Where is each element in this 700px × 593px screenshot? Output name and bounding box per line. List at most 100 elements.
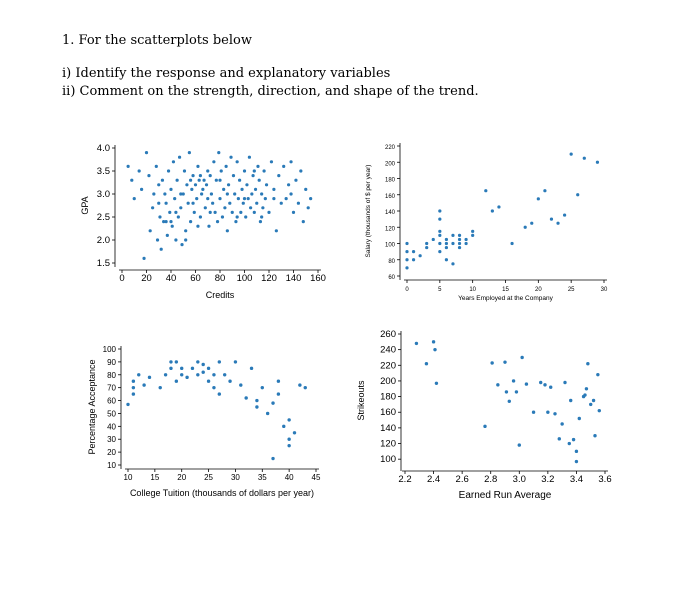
gpa-credits-y-tick-label: 2.0 <box>97 235 110 246</box>
gpa-credits-point <box>306 206 310 210</box>
acceptance-tuition-point <box>244 396 248 400</box>
strikeouts-era-y-tick-label: 140 <box>380 423 396 434</box>
acceptance-tuition-point <box>298 383 302 387</box>
acceptance-tuition-point <box>169 360 173 364</box>
salary-years-point <box>438 209 442 213</box>
gpa-credits-point <box>251 174 255 178</box>
strikeouts-era-x-tick-label: 3.6 <box>598 474 611 485</box>
strikeouts-era-point <box>560 422 564 426</box>
strikeouts-era-x-tick-label: 2.2 <box>398 474 411 485</box>
strikeouts-era-point <box>574 449 579 454</box>
gpa-credits-point <box>240 187 244 191</box>
strikeouts-era-point <box>496 383 500 387</box>
strikeouts-era-point <box>490 361 494 365</box>
salary-years-x-tick-label: 25 <box>568 287 575 293</box>
acceptance-tuition-point <box>217 360 222 364</box>
gpa-credits-point <box>164 220 168 224</box>
acceptance-tuition-point <box>131 385 136 390</box>
salary-years-point <box>425 245 429 250</box>
acceptance-tuition-y-tick-label: 50 <box>107 409 116 418</box>
gpa-credits-y-tick-label: 2.5 <box>97 212 110 223</box>
salary-years-y-label: Salary (thousands of $ per year) <box>365 165 372 258</box>
gpa-credits-point <box>159 247 163 251</box>
gpa-credits-point <box>208 174 212 178</box>
acceptance-tuition-y-tick-label: 90 <box>107 358 116 367</box>
gpa-credits-point <box>158 215 162 219</box>
gpa-credits-point <box>257 178 261 182</box>
gpa-credits-point <box>157 201 161 205</box>
acceptance-tuition-point <box>239 383 243 387</box>
acceptance-tuition-point <box>206 366 211 371</box>
gpa-credits-point <box>219 169 223 173</box>
acceptance-tuition-point <box>287 443 291 448</box>
salary-years-point <box>451 262 455 266</box>
salary-years-y-tick-label: 60 <box>388 275 395 281</box>
acceptance-tuition-y-tick-label: 80 <box>107 371 116 380</box>
gpa-credits-point <box>201 187 205 191</box>
acceptance-tuition-x-tick-label: 40 <box>285 473 294 482</box>
gpa-credits-point <box>193 183 198 187</box>
salary-years-point <box>543 189 547 193</box>
salary-years-point <box>451 241 455 246</box>
acceptance-tuition-point <box>282 424 286 429</box>
salary-years-point <box>438 229 442 233</box>
gpa-credits-point <box>250 192 254 196</box>
acceptance-tuition-point <box>196 360 200 364</box>
salary-years-point <box>457 237 462 242</box>
strikeouts-era-point <box>574 459 579 464</box>
gpa-credits-point <box>206 169 210 173</box>
gpa-credits-point <box>189 178 193 182</box>
acceptance-tuition-point <box>276 379 281 383</box>
salary-years-point <box>438 250 442 254</box>
gpa-credits-point <box>179 206 183 210</box>
gpa-credits-point <box>206 197 210 201</box>
acceptance-tuition-point <box>131 379 136 383</box>
gpa-credits-point <box>173 197 177 201</box>
gpa-credits-point <box>252 169 256 173</box>
salary-years-x-tick-label: 20 <box>535 287 542 293</box>
strikeouts-era-point <box>520 355 524 360</box>
gpa-credits-point <box>215 220 220 224</box>
gpa-credits-point <box>164 201 168 205</box>
acceptance-tuition-point <box>212 373 216 377</box>
gpa-credits-point <box>165 233 169 237</box>
gpa-credits-point <box>217 151 221 155</box>
strikeouts-era-point <box>577 416 581 421</box>
gpa-credits-point <box>196 224 200 228</box>
gpa-credits-point <box>242 169 247 173</box>
gpa-credits-point <box>253 187 258 191</box>
gpa-credits-point <box>187 151 191 155</box>
gpa-credits-y-tick-label: 4.0 <box>97 143 110 154</box>
gpa-credits-point <box>155 238 160 242</box>
salary-years-point <box>431 237 435 242</box>
strikeouts-era-x-tick-label: 2.6 <box>456 474 469 485</box>
acceptance-tuition-x-tick-label: 45 <box>312 473 321 482</box>
gpa-credits-point <box>184 238 188 242</box>
gpa-credits-point <box>191 201 195 205</box>
acceptance-tuition-point <box>180 366 184 371</box>
gpa-credits-x-tick-label: 40 <box>166 273 177 284</box>
salary-years-point <box>536 197 540 201</box>
acceptance-tuition-point <box>206 379 211 383</box>
gpa-credits-point <box>226 183 231 187</box>
salary-years-y-tick-label: 180 <box>385 178 396 184</box>
strikeouts-era-point <box>571 437 576 442</box>
gpa-credits-point <box>287 183 291 187</box>
salary-years-point <box>444 245 448 250</box>
gpa-credits-point <box>168 210 172 214</box>
strikeouts-era-y-tick-label: 220 <box>380 360 396 371</box>
salary-years-x-tick-label: 10 <box>469 287 476 293</box>
gpa-credits-point <box>296 201 300 205</box>
gpa-credits-point <box>195 197 199 201</box>
acceptance-tuition-y-tick-label: 70 <box>107 384 116 393</box>
acceptance-tuition-x-label: College Tuition (thousands of dollars pe… <box>130 488 314 498</box>
acceptance-tuition-point <box>217 392 222 396</box>
gpa-credits-point <box>207 224 211 228</box>
gpa-credits-point <box>176 215 180 219</box>
gpa-credits-x-tick-label: 20 <box>141 273 152 284</box>
gpa-credits-point <box>152 192 156 196</box>
gpa-credits-point <box>262 169 266 173</box>
gpa-credits-point <box>235 215 239 219</box>
gpa-credits-point <box>151 206 155 210</box>
salary-years-point <box>556 221 560 225</box>
